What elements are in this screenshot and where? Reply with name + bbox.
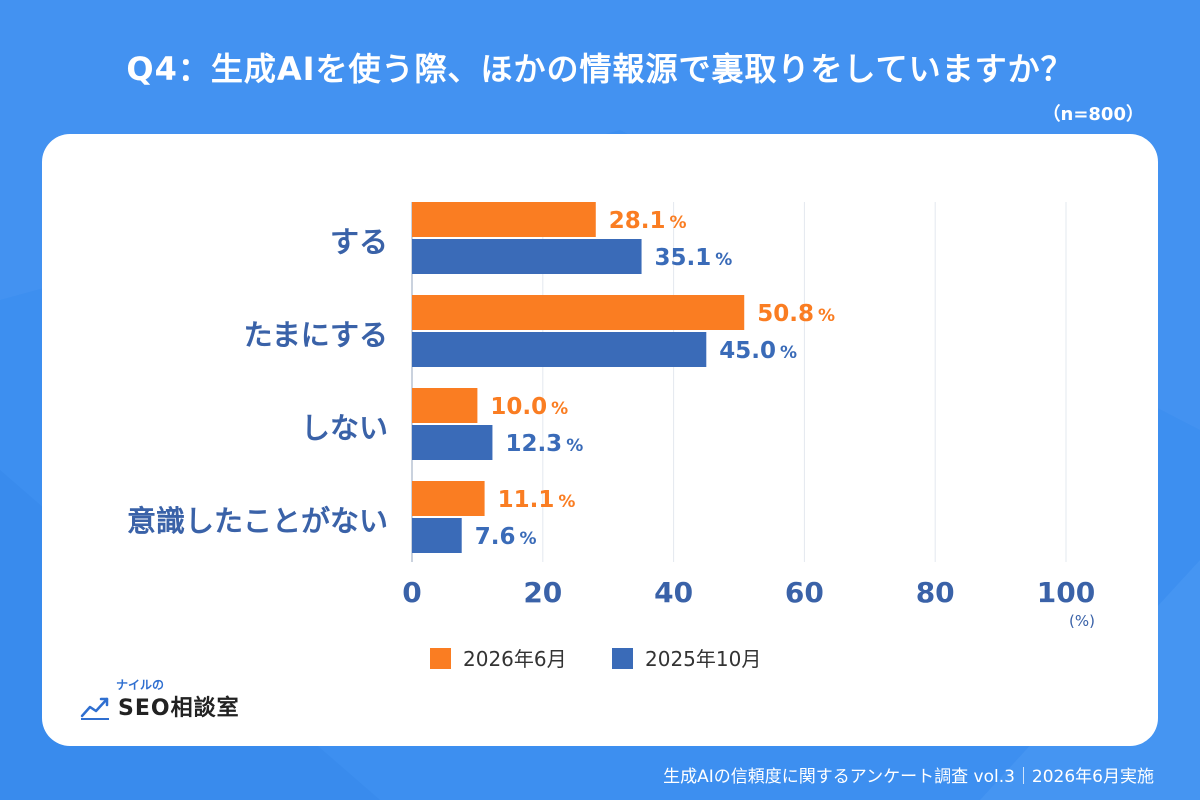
data-label: 35.1% [655, 245, 733, 271]
category-label: 意識したことがない [127, 504, 388, 538]
data-label: 7.6% [475, 524, 537, 550]
legend-swatch [612, 648, 633, 669]
x-tick-label: 0 [402, 576, 421, 609]
bar [412, 332, 707, 367]
footer-note: 生成AIの信頼度に関するアンケート調査 vol.3｜2026年6月実施 [663, 767, 1154, 787]
legend-label: 2026年6月 [463, 647, 567, 671]
x-unit-label: (%) [1069, 612, 1095, 630]
x-tick-label: 100 [1037, 576, 1095, 609]
x-tick-label: 40 [654, 576, 693, 609]
x-tick-label: 60 [785, 576, 824, 609]
logo-small-text: ナイルの [116, 678, 165, 692]
bar [412, 239, 642, 274]
category-label: たまにする [244, 318, 388, 352]
chart-title: Q4：生成AIを使う際、ほかの情報源で裏取りをしていますか？ [126, 50, 1074, 88]
chart-card [42, 134, 1158, 746]
sample-size: （n=800） [1042, 104, 1144, 125]
data-label: 50.8% [757, 301, 835, 327]
x-tick-label: 80 [916, 576, 955, 609]
bar [412, 518, 462, 553]
bar [412, 202, 596, 237]
logo-main-text: SEO相談室 [118, 696, 240, 721]
category-label: しない [301, 411, 388, 445]
trend-chart-icon [80, 697, 109, 720]
data-label: 45.0% [719, 338, 797, 364]
bar [412, 295, 745, 330]
bar [412, 425, 493, 460]
bar [412, 388, 478, 423]
data-label: 28.1% [609, 208, 687, 234]
legend-swatch [430, 648, 451, 669]
bar [412, 481, 485, 516]
data-label: 12.3% [505, 431, 583, 457]
data-label: 10.0% [490, 394, 568, 420]
legend-label: 2025年10月 [645, 647, 761, 671]
x-tick-label: 20 [523, 576, 562, 609]
category-label: する [330, 225, 388, 259]
data-label: 11.1% [498, 487, 576, 513]
